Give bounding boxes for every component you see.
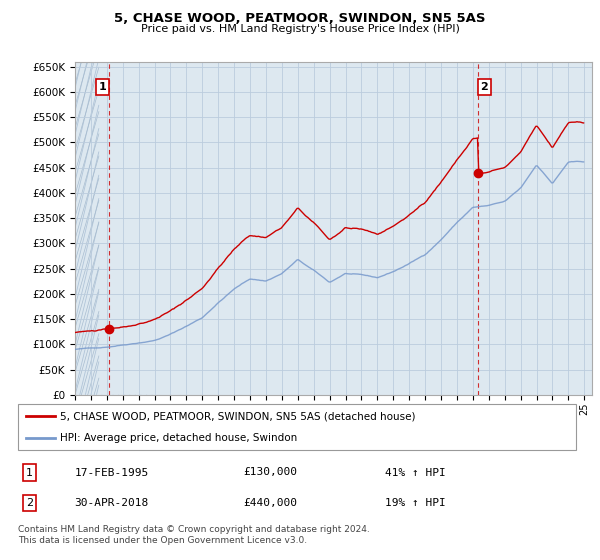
Text: 5, CHASE WOOD, PEATMOOR, SWINDON, SN5 5AS: 5, CHASE WOOD, PEATMOOR, SWINDON, SN5 5A…	[114, 12, 486, 25]
Text: Price paid vs. HM Land Registry's House Price Index (HPI): Price paid vs. HM Land Registry's House …	[140, 24, 460, 34]
Text: 41% ↑ HPI: 41% ↑ HPI	[385, 468, 445, 478]
Text: HPI: Average price, detached house, Swindon: HPI: Average price, detached house, Swin…	[60, 433, 298, 443]
Text: 1: 1	[98, 82, 106, 92]
Text: 5, CHASE WOOD, PEATMOOR, SWINDON, SN5 5AS (detached house): 5, CHASE WOOD, PEATMOOR, SWINDON, SN5 5A…	[60, 411, 416, 421]
Text: 2: 2	[26, 498, 33, 508]
Text: 19% ↑ HPI: 19% ↑ HPI	[385, 498, 445, 508]
Text: 1: 1	[26, 468, 33, 478]
Text: 2: 2	[481, 82, 488, 92]
Text: £440,000: £440,000	[244, 498, 298, 508]
FancyBboxPatch shape	[18, 404, 577, 450]
Text: Contains HM Land Registry data © Crown copyright and database right 2024.
This d: Contains HM Land Registry data © Crown c…	[18, 525, 370, 545]
Text: £130,000: £130,000	[244, 468, 298, 478]
Text: 30-APR-2018: 30-APR-2018	[74, 498, 149, 508]
Text: 17-FEB-1995: 17-FEB-1995	[74, 468, 149, 478]
